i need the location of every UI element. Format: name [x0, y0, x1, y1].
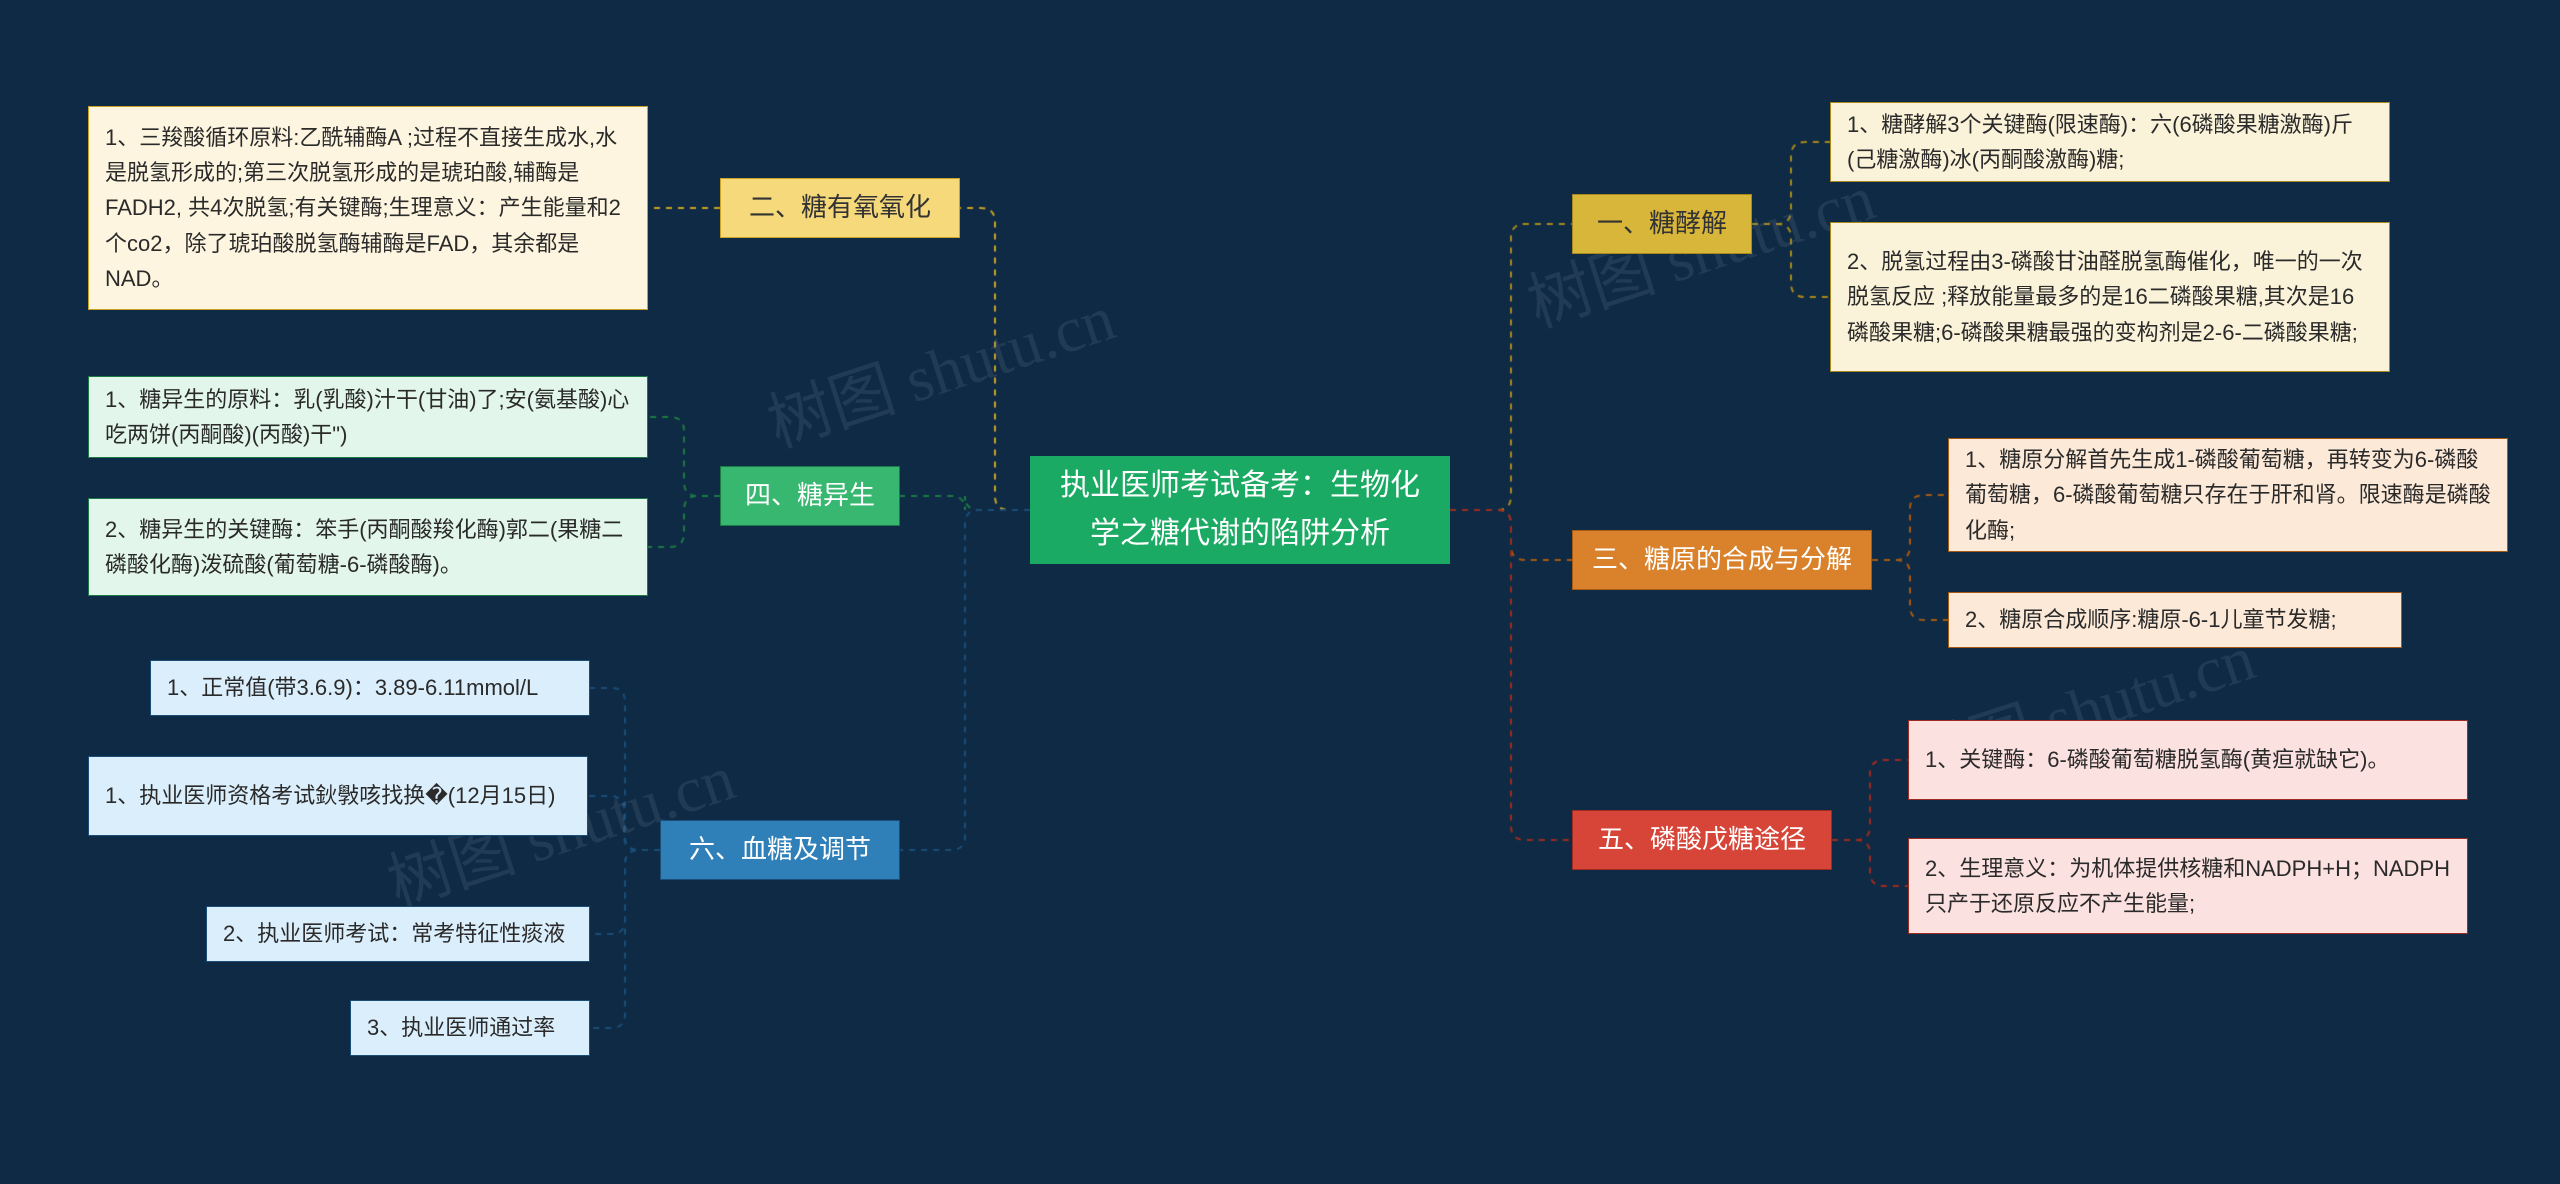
leaf-b3l1: 1、糖原分解首先生成1-磷酸葡萄糖，再转变为6-磷酸葡萄糖，6-磷酸葡萄糖只存在…	[1948, 438, 2508, 552]
branch-b3: 三、糖原的合成与分解	[1572, 530, 1872, 590]
leaf-b6l4: 3、执业医师通过率	[350, 1000, 590, 1056]
leaf-b4l2: 2、糖异生的关键酶：笨手(丙酮酸羧化酶)郭二(果糖二磷酸化酶)泼硫酸(葡萄糖-6…	[88, 498, 648, 596]
branch-b6: 六、血糖及调节	[660, 820, 900, 880]
leaf-b2l1: 1、三羧酸循环原料:乙酰辅酶A ;过程不直接生成水,水是脱氢形成的;第三次脱氢形…	[88, 106, 648, 310]
branch-b4: 四、糖异生	[720, 466, 900, 526]
leaf-b5l1: 1、关键酶：6-磷酸葡萄糖脱氢酶(黄疸就缺它)。	[1908, 720, 2468, 800]
leaf-b3l2: 2、糖原合成顺序:糖原-6-1儿童节发糖;	[1948, 592, 2402, 648]
leaf-b6l2: 1、执业医师资格考试鈥斅咳找换�(12月15日)	[88, 756, 588, 836]
leaf-b4l1: 1、糖异生的原料：乳(乳酸)汁干(甘油)了;安(氨基酸)心吃两饼(丙酮酸)(丙酸…	[88, 376, 648, 458]
leaf-b6l1: 1、正常值(带3.6.9)：3.89-6.11mmol/L	[150, 660, 590, 716]
leaf-b6l3: 2、执业医师考试：常考特征性痰液	[206, 906, 590, 962]
branch-b1: 一、糖酵解	[1572, 194, 1752, 254]
branch-b2: 二、糖有氧氧化	[720, 178, 960, 238]
branch-b5: 五、磷酸戊糖途径	[1572, 810, 1832, 870]
leaf-b1l1: 1、糖酵解3个关键酶(限速酶)：六(6磷酸果糖激酶)斤(己糖激酶)冰(丙酮酸激酶…	[1830, 102, 2390, 182]
center-node: 执业医师考试备考：生物化学之糖代谢的陷阱分析	[1030, 456, 1450, 564]
leaf-b5l2: 2、生理意义：为机体提供核糖和NADPH+H；NADPH只产于还原反应不产生能量…	[1908, 838, 2468, 934]
leaf-b1l2: 2、脱氢过程由3-磷酸甘油醛脱氢酶催化，唯一的一次脱氢反应 ;释放能量最多的是1…	[1830, 222, 2390, 372]
